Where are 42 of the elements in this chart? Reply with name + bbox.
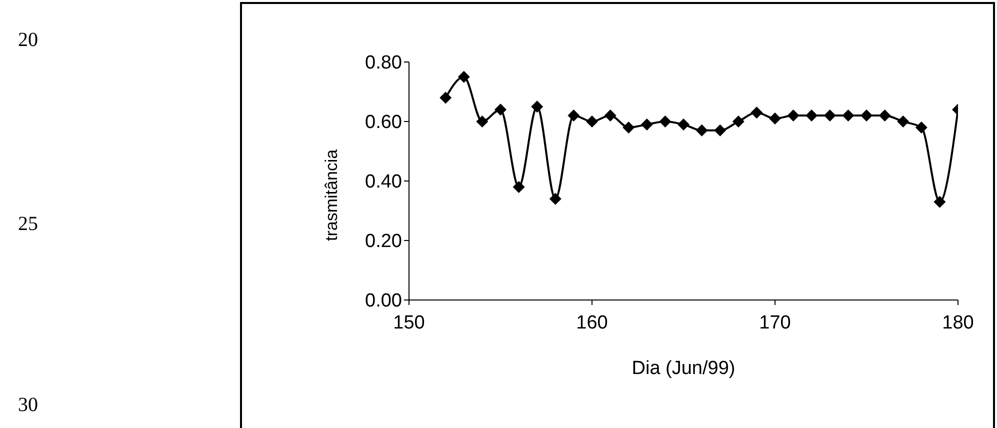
y-tick-label: 0.20 xyxy=(365,231,402,252)
point xyxy=(440,92,452,104)
y-tick-label: 0.40 xyxy=(365,172,402,193)
point xyxy=(806,110,818,122)
point xyxy=(568,110,580,122)
y-tick-label: 0.60 xyxy=(365,112,402,134)
point xyxy=(824,110,836,122)
point xyxy=(622,121,635,134)
x-tick-label: 180 xyxy=(942,312,974,334)
text: 25 xyxy=(18,213,38,236)
text: 20 xyxy=(18,29,38,52)
point xyxy=(714,124,726,136)
point xyxy=(549,192,562,205)
point xyxy=(897,116,910,128)
point xyxy=(512,180,525,193)
x-tick-label: 150 xyxy=(393,312,425,334)
point xyxy=(696,124,708,136)
text: 30 xyxy=(18,394,38,417)
x-tick-label: 170 xyxy=(759,312,791,334)
x-tick-label: 160 xyxy=(576,312,608,334)
point xyxy=(640,118,653,130)
point xyxy=(531,100,544,113)
point xyxy=(678,118,690,130)
point xyxy=(458,70,470,83)
y-tick-label: 0.80 xyxy=(365,52,402,74)
point xyxy=(842,110,854,122)
point xyxy=(787,110,800,122)
y-tick-label: 0.00 xyxy=(365,290,402,312)
point xyxy=(915,121,928,134)
point xyxy=(934,196,946,208)
point xyxy=(732,116,744,128)
y-axis-title: trasmitância xyxy=(322,148,342,241)
point xyxy=(494,104,506,116)
point xyxy=(750,106,763,119)
point xyxy=(878,110,891,122)
point xyxy=(860,110,872,122)
point xyxy=(659,116,672,128)
point xyxy=(604,110,616,122)
x-axis-title: Dia (Jun/99) xyxy=(632,358,736,379)
point xyxy=(476,116,488,128)
point xyxy=(586,116,598,128)
point xyxy=(769,112,781,125)
